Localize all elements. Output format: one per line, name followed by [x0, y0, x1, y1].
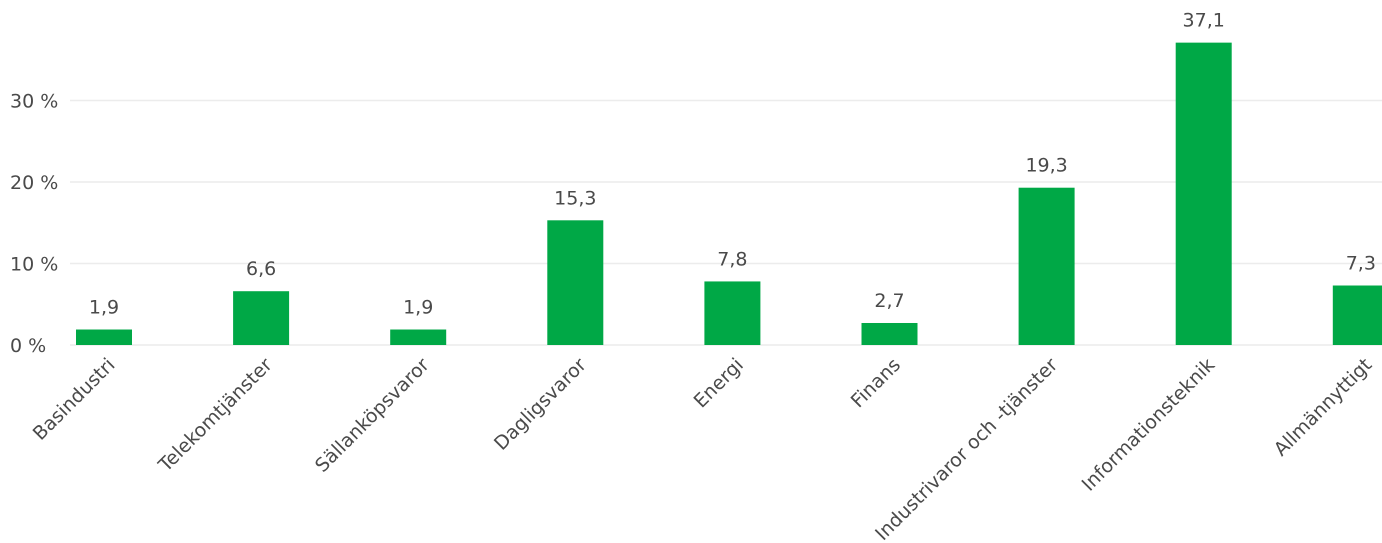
y-axis-tick-labels: 0 % 10 % 20 % 30 %: [10, 91, 58, 358]
category-label: Industrivaror och -tjänster: [871, 354, 1062, 543]
bar: [862, 323, 918, 345]
bar: [1176, 43, 1232, 345]
bars: [76, 43, 1382, 345]
bar: [1019, 188, 1075, 345]
category-label: Allmännyttigt: [1270, 354, 1377, 461]
data-label: 15,3: [554, 187, 596, 209]
category-label: Energi: [690, 354, 748, 412]
category-label: Finans: [847, 354, 905, 412]
data-label: 6,6: [246, 258, 276, 280]
bar: [704, 281, 760, 345]
data-label: 1,9: [89, 297, 119, 319]
category-label: Telekomtjänster: [154, 354, 277, 477]
data-label: 7,3: [1346, 253, 1376, 275]
category-labels: Basindustri Telekomtjänster Sällanköpsvaro…: [29, 354, 1377, 543]
category-label: Dagligsvaror: [490, 354, 591, 455]
y-tick-label: 30 %: [10, 91, 58, 113]
data-label: 1,9: [403, 297, 433, 319]
data-label: 37,1: [1183, 10, 1225, 32]
bar: [1333, 286, 1382, 345]
data-label: 19,3: [1025, 155, 1067, 177]
y-tick-label: 20 %: [10, 172, 58, 194]
bar: [390, 330, 446, 345]
bar: [547, 220, 603, 345]
bar: [76, 330, 132, 345]
bar: [233, 291, 289, 345]
category-label: Basindustri: [29, 354, 120, 445]
data-label: 2,7: [874, 290, 904, 312]
category-label: Sällanköpsvaror: [311, 354, 434, 477]
category-label: Informationsteknik: [1078, 354, 1220, 496]
y-tick-label: 10 %: [10, 254, 58, 276]
y-tick-label: 0 %: [10, 335, 46, 357]
data-label: 7,8: [717, 248, 747, 270]
